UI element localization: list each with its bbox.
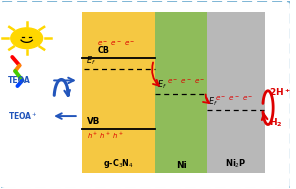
Text: $e^-\ e^-\ e^-$: $e^-\ e^-\ e^-$ xyxy=(215,94,254,103)
Text: $E_f$: $E_f$ xyxy=(86,54,96,67)
Text: Ni: Ni xyxy=(176,160,187,170)
Text: Ni$_2$P: Ni$_2$P xyxy=(225,157,247,170)
Text: g-C$_3$N$_4$: g-C$_3$N$_4$ xyxy=(103,156,134,170)
Bar xyxy=(155,12,207,173)
Circle shape xyxy=(11,28,43,49)
Text: $E_f$: $E_f$ xyxy=(157,79,166,91)
Text: $E_f$: $E_f$ xyxy=(208,96,218,108)
Text: VB: VB xyxy=(87,117,101,126)
Bar xyxy=(207,12,265,173)
Text: TEOA$^+$: TEOA$^+$ xyxy=(8,110,38,122)
Text: CB: CB xyxy=(97,46,110,55)
Text: $e^-\ e^-\ e^-$: $e^-\ e^-\ e^-$ xyxy=(167,77,205,86)
Text: $e^-\ e^-\ e^-$: $e^-\ e^-\ e^-$ xyxy=(97,39,136,48)
Text: $h^+\ h^+\ h^+$: $h^+\ h^+\ h^+$ xyxy=(87,131,124,141)
Bar xyxy=(82,12,155,173)
Text: TEOA: TEOA xyxy=(8,76,31,85)
Text: $\mathbf{2H^+}$: $\mathbf{2H^+}$ xyxy=(269,87,291,98)
Text: $\mathbf{H_2}$: $\mathbf{H_2}$ xyxy=(269,116,283,129)
